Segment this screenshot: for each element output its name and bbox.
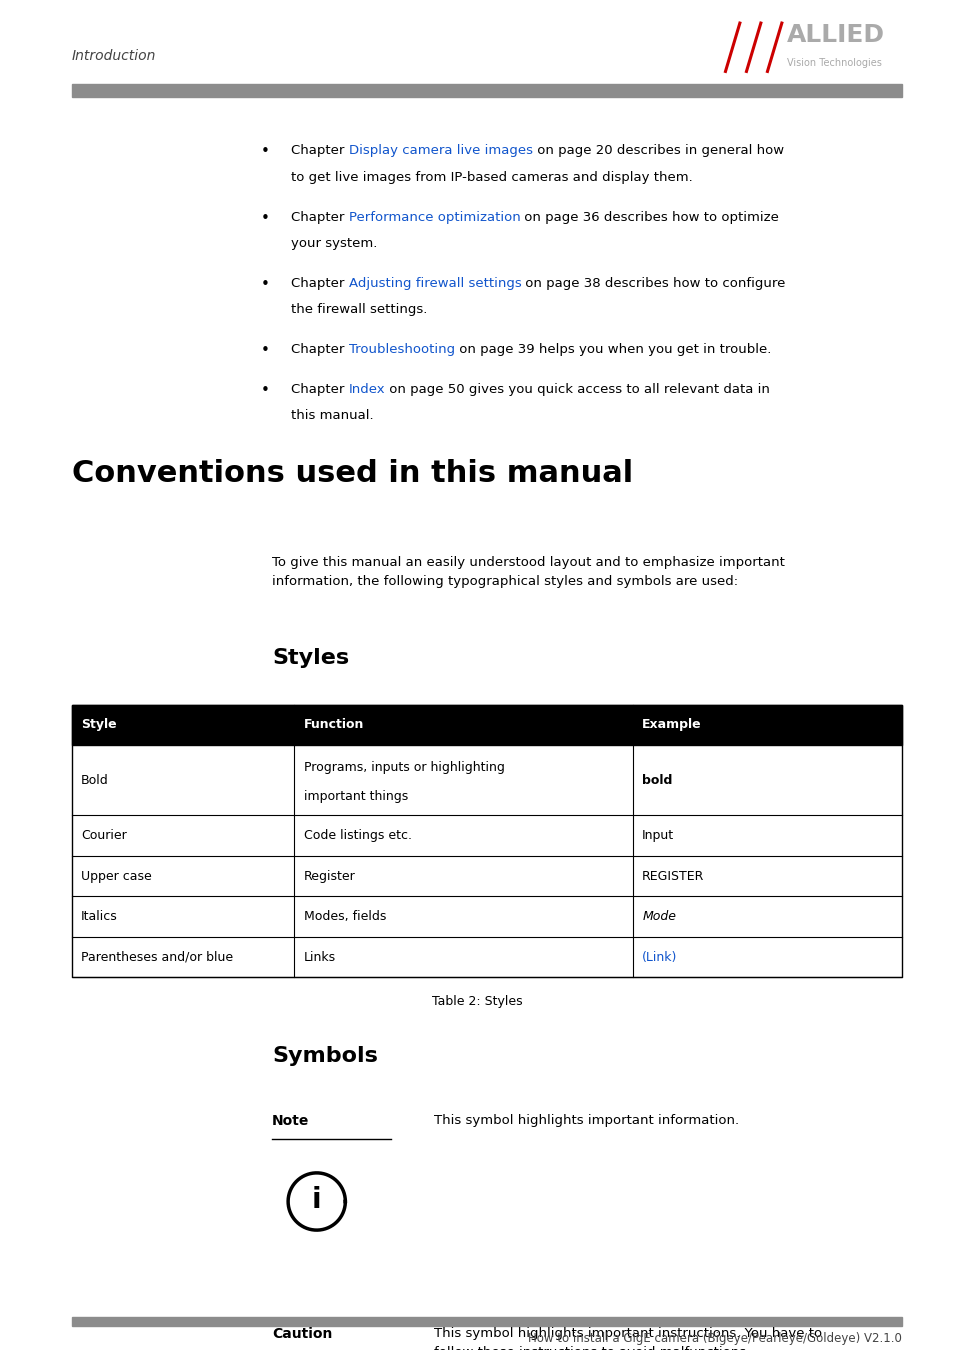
Text: Index: Index	[348, 382, 385, 396]
Text: Vision Technologies: Vision Technologies	[786, 58, 881, 69]
Text: bold: bold	[641, 774, 672, 787]
Text: Mode: Mode	[641, 910, 676, 923]
Text: This symbol highlights important instructions. You have to
follow these instruct: This symbol highlights important instruc…	[434, 1327, 821, 1350]
Bar	[71, 896, 901, 937]
Text: on page 38 describes how to configure: on page 38 describes how to configure	[520, 277, 785, 290]
Text: Code listings etc.: Code listings etc.	[303, 829, 411, 842]
Text: (Link): (Link)	[641, 950, 677, 964]
Text: Introduction: Introduction	[71, 50, 155, 63]
Text: •: •	[260, 343, 269, 358]
Text: to get live images from IP-based cameras and display them.: to get live images from IP-based cameras…	[291, 170, 692, 184]
Text: How to install a GigE camera (Bigeye/Pearleye/Goldeye) V2.1.0: How to install a GigE camera (Bigeye/Pea…	[527, 1331, 901, 1345]
Text: Conventions used in this manual: Conventions used in this manual	[71, 459, 632, 487]
Text: on page 36 describes how to optimize: on page 36 describes how to optimize	[519, 211, 779, 224]
Bar	[71, 937, 901, 977]
Text: the firewall settings.: the firewall settings.	[291, 302, 427, 316]
Text: Bold: Bold	[81, 774, 109, 787]
Text: Links: Links	[303, 950, 335, 964]
Text: Style: Style	[81, 718, 116, 732]
Text: Chapter: Chapter	[291, 277, 348, 290]
Text: Modes, fields: Modes, fields	[303, 910, 386, 923]
Text: i: i	[312, 1187, 321, 1214]
Text: Register: Register	[303, 869, 355, 883]
Text: This symbol highlights important information.: This symbol highlights important informa…	[434, 1114, 739, 1127]
Text: Example: Example	[641, 718, 701, 732]
Bar	[71, 1318, 901, 1326]
Text: Chapter: Chapter	[291, 382, 348, 396]
Text: Upper case: Upper case	[81, 869, 152, 883]
Text: Input: Input	[641, 829, 674, 842]
Text: Styles: Styles	[272, 648, 349, 668]
Text: Chapter: Chapter	[291, 211, 348, 224]
Text: Chapter: Chapter	[291, 343, 348, 356]
Text: •: •	[260, 277, 269, 292]
Text: Symbols: Symbols	[272, 1046, 377, 1066]
Text: Caution: Caution	[272, 1327, 332, 1341]
Text: ALLIED: ALLIED	[786, 23, 884, 47]
Text: To give this manual an easily understood layout and to emphasize important
infor: To give this manual an easily understood…	[272, 556, 784, 587]
Text: Chapter: Chapter	[291, 144, 348, 158]
Text: REGISTER: REGISTER	[641, 869, 704, 883]
Bar	[71, 705, 901, 745]
Text: Note: Note	[272, 1114, 309, 1127]
Text: Table 2: Styles: Table 2: Styles	[432, 995, 521, 1008]
Text: Adjusting firewall settings: Adjusting firewall settings	[348, 277, 520, 290]
Text: this manual.: this manual.	[291, 409, 374, 423]
Bar	[71, 745, 901, 815]
Bar	[71, 705, 901, 977]
Text: Italics: Italics	[81, 910, 118, 923]
Text: on page 50 gives you quick access to all relevant data in: on page 50 gives you quick access to all…	[385, 382, 769, 396]
Text: on page 20 describes in general how: on page 20 describes in general how	[532, 144, 783, 158]
Text: important things: important things	[303, 790, 407, 803]
Bar	[71, 856, 901, 896]
Text: Troubleshooting: Troubleshooting	[348, 343, 455, 356]
Text: •: •	[260, 382, 269, 398]
Bar	[71, 84, 901, 97]
Text: your system.: your system.	[291, 236, 377, 250]
Text: •: •	[260, 211, 269, 225]
Text: Display camera live images: Display camera live images	[348, 144, 532, 158]
Bar	[71, 815, 901, 856]
Text: Performance optimization: Performance optimization	[348, 211, 519, 224]
Text: Function: Function	[303, 718, 363, 732]
Text: on page 39 helps you when you get in trouble.: on page 39 helps you when you get in tro…	[455, 343, 770, 356]
Text: Parentheses and/or blue: Parentheses and/or blue	[81, 950, 233, 964]
Text: Courier: Courier	[81, 829, 127, 842]
Text: •: •	[260, 144, 269, 159]
Text: Programs, inputs or highlighting: Programs, inputs or highlighting	[303, 760, 504, 774]
